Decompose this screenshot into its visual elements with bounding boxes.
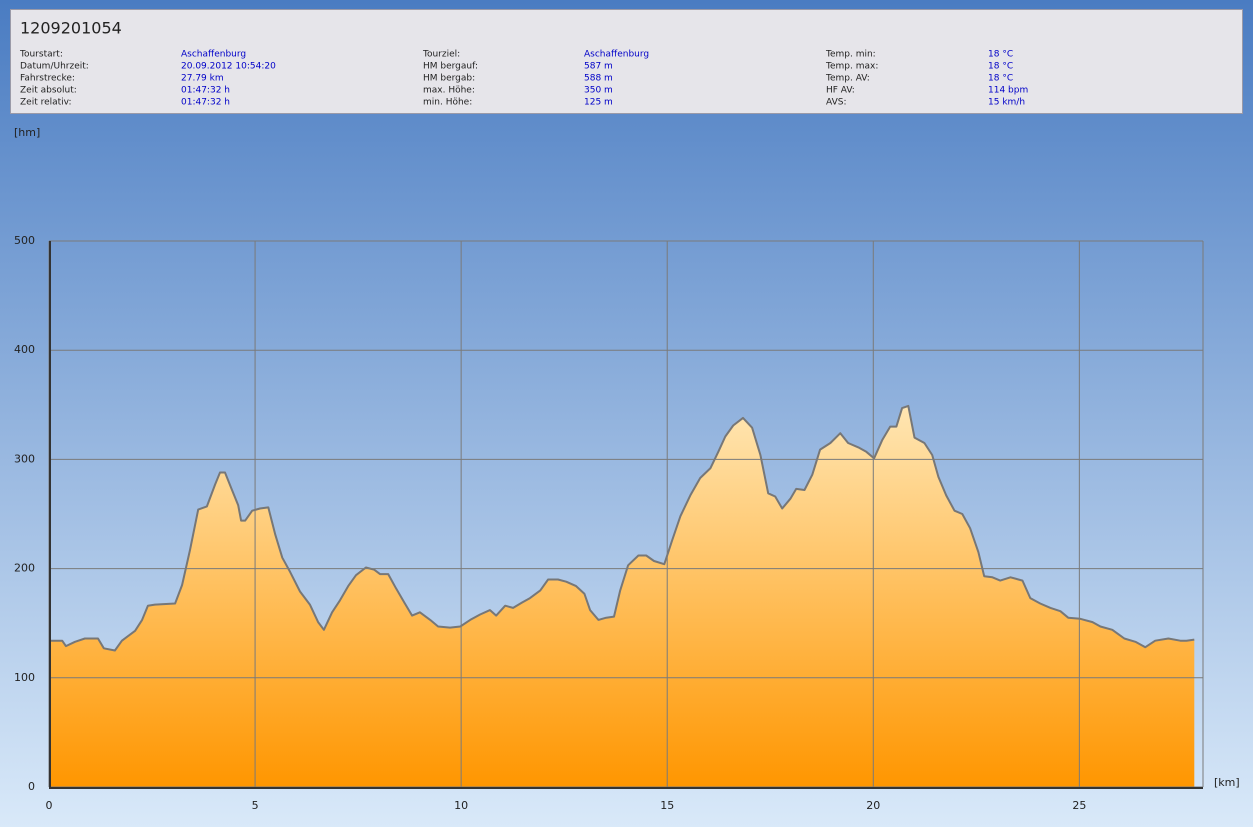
- field-value: 15 km/h: [988, 98, 1025, 108]
- x-axis-label: [km]: [1214, 776, 1240, 789]
- field-value: 125 m: [584, 98, 613, 108]
- field-value: 18 °C: [988, 62, 1013, 72]
- field-label: max. Höhe:: [423, 86, 475, 96]
- y-axis-label: [hm]: [14, 126, 40, 139]
- field-value: 18 °C: [988, 74, 1013, 84]
- field-value: 27.79 km: [181, 74, 224, 84]
- field-label: Zeit relativ:: [20, 98, 72, 108]
- field-label: Fahrstrecke:: [20, 74, 75, 84]
- field-value: Aschaffenburg: [181, 50, 246, 60]
- field-value: 350 m: [584, 86, 613, 96]
- y-tick-label: 100: [14, 671, 35, 684]
- elevation-area: [49, 405, 1195, 787]
- y-tick-label: 200: [14, 562, 35, 575]
- x-tick-label: 20: [866, 799, 880, 812]
- x-tick-label: 10: [454, 799, 468, 812]
- field-label: Datum/Uhrzeit:: [20, 62, 89, 72]
- y-tick-label: 400: [14, 343, 35, 356]
- field-value: 01:47:32 h: [181, 98, 230, 108]
- elevation-line: [49, 404, 1195, 652]
- y-tick-label: 500: [14, 234, 35, 247]
- field-value: 588 m: [584, 74, 613, 84]
- field-label: Tourziel:: [422, 50, 460, 60]
- field-label: HM bergauf:: [423, 62, 478, 72]
- chart: 0 100 200 300 400 500 0 5 10 15 20 25 [hm] [km]: [14, 126, 1240, 812]
- header-title: 1209201054: [20, 19, 122, 38]
- field-label: Temp. max:: [825, 62, 878, 72]
- x-tick-label: 0: [46, 799, 53, 812]
- field-value: Aschaffenburg: [584, 50, 649, 60]
- header-panel: [10, 9, 1243, 114]
- field-label: Zeit absolut:: [20, 86, 77, 96]
- x-tick-label: 25: [1072, 799, 1086, 812]
- y-tick-label: 300: [14, 452, 35, 465]
- field-value: 114 bpm: [988, 86, 1028, 96]
- field-label: HM bergab:: [423, 74, 475, 84]
- field-value: 20.09.2012 10:54:20: [181, 62, 276, 72]
- field-label: min. Höhe:: [423, 98, 472, 108]
- x-tick-label: 15: [660, 799, 674, 812]
- field-label: Temp. AV:: [825, 74, 870, 84]
- field-value: 18 °C: [988, 50, 1013, 60]
- field-value: 587 m: [584, 62, 613, 72]
- field-label: HF AV:: [826, 86, 855, 96]
- field-label: Temp. min:: [825, 50, 876, 60]
- header-fields: Tourstart: Aschaffenburg Datum/Uhrzeit: 20.…: [19, 50, 1028, 108]
- field-label: AVS:: [826, 98, 846, 108]
- x-tick-label: 5: [252, 799, 259, 812]
- y-tick-label: 0: [28, 780, 35, 793]
- field-value: 01:47:32 h: [181, 86, 230, 96]
- field-label: Tourstart:: [19, 50, 63, 60]
